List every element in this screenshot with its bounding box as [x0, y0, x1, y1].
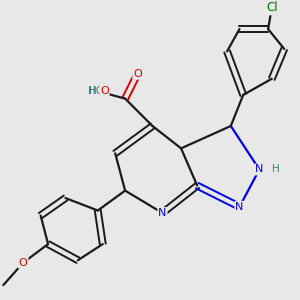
- Text: H: H: [89, 86, 97, 96]
- Text: N: N: [158, 208, 166, 218]
- Text: O: O: [100, 86, 109, 96]
- Text: Cl: Cl: [266, 2, 278, 14]
- Text: HO: HO: [88, 86, 104, 96]
- Text: N: N: [235, 202, 244, 212]
- Text: N: N: [255, 164, 264, 175]
- Text: O: O: [19, 258, 28, 268]
- Text: H: H: [272, 164, 280, 175]
- Text: O: O: [133, 69, 142, 79]
